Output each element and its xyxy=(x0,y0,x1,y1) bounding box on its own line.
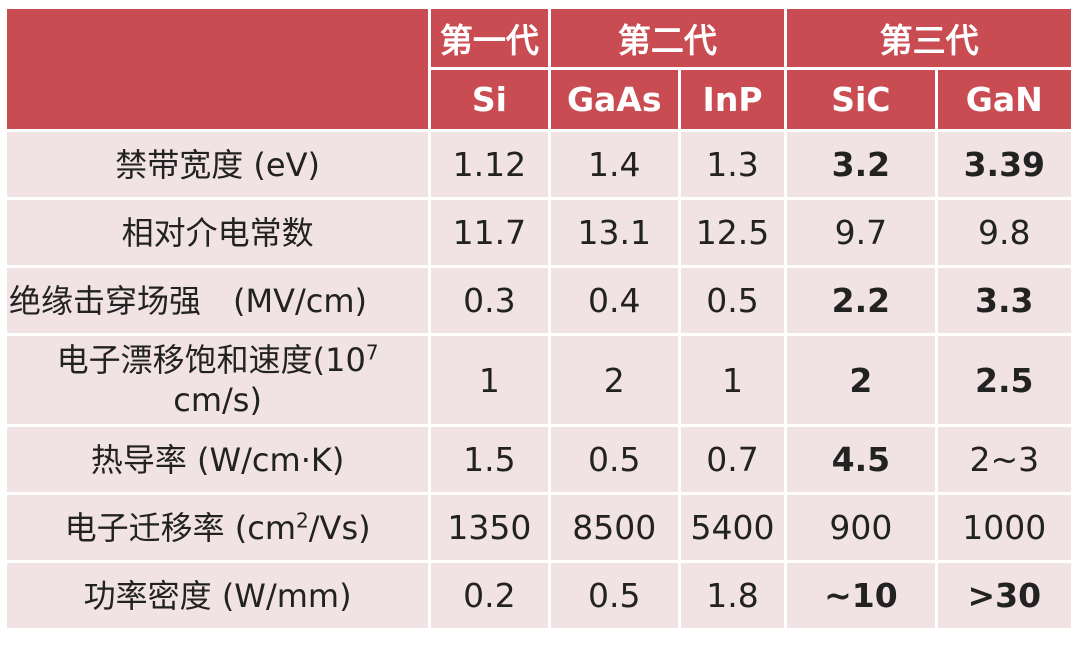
header-material-gan: GaN xyxy=(937,70,1071,129)
row-label: 电子迁移率 (cm2/Vs) xyxy=(7,495,429,560)
cell-value: 1000 xyxy=(937,495,1071,560)
cell-value: 1350 xyxy=(431,495,548,560)
row-label: 相对介电常数 xyxy=(7,200,429,265)
cell-value: 0.7 xyxy=(680,427,785,492)
cell-value: 12.5 xyxy=(680,200,785,265)
cell-value: 0.3 xyxy=(431,268,548,333)
row-label-superscript: 7 xyxy=(365,340,379,365)
cell-value: 0.5 xyxy=(680,268,785,333)
row-label-part: /Vs) xyxy=(308,508,371,547)
header-material-si: Si xyxy=(431,70,548,129)
cell-value: 2.5 xyxy=(937,336,1071,424)
header-gen-3: 第三代 xyxy=(787,9,1071,67)
row-label-part: 电子迁移率 (cm xyxy=(64,508,297,547)
table-row: 电子漂移饱和速度(107 cm/s) 1 2 1 2 2.5 xyxy=(7,336,1071,424)
cell-value: 900 xyxy=(787,495,935,560)
cell-value: 0.4 xyxy=(550,268,678,333)
semiconductor-comparison-table: 第一代 第二代 第三代 Si GaAs InP SiC GaN 禁带宽度 (eV… xyxy=(4,6,1074,631)
cell-value: 1.5 xyxy=(431,427,548,492)
cell-value: 11.7 xyxy=(431,200,548,265)
header-material-gaas: GaAs xyxy=(550,70,678,129)
cell-value: 13.1 xyxy=(550,200,678,265)
generation-header-row: 第一代 第二代 第三代 xyxy=(7,9,1071,129)
cell-value: 1.3 xyxy=(680,132,785,197)
cell-value: 2~3 xyxy=(937,427,1071,492)
row-label: 禁带宽度 (eV) xyxy=(7,132,429,197)
cell-value: 0.5 xyxy=(550,563,678,628)
cell-value: 3.2 xyxy=(787,132,935,197)
row-label: 功率密度 (W/mm) xyxy=(7,563,429,628)
row-label-part: cm/s) xyxy=(173,381,262,419)
material-header-row: Si GaAs InP SiC GaN xyxy=(7,70,1071,129)
table-row: 电子迁移率 (cm2/Vs) 1350 8500 5400 900 1000 xyxy=(7,495,1071,560)
row-label: 热导率 (W/cm·K) xyxy=(7,427,429,492)
cell-value: 1 xyxy=(680,336,785,424)
row-label: 电子漂移饱和速度(107 cm/s) xyxy=(7,336,429,424)
cell-value: >30 xyxy=(937,563,1071,628)
comparison-table-wrapper: 第一代 第二代 第三代 Si GaAs InP SiC GaN 禁带宽度 (eV… xyxy=(4,6,1074,631)
header-gen-2: 第二代 xyxy=(550,9,785,67)
cell-value: 5400 xyxy=(680,495,785,560)
cell-value: 9.7 xyxy=(787,200,935,265)
row-label: 绝缘击穿场强 (MV/cm) xyxy=(7,268,429,333)
table-row: 绝缘击穿场强 (MV/cm) 0.3 0.4 0.5 2.2 3.3 xyxy=(7,268,1071,333)
cell-value: 3.39 xyxy=(937,132,1071,197)
cell-value: 2 xyxy=(787,336,935,424)
table-row: 功率密度 (W/mm) 0.2 0.5 1.8 ~10 >30 xyxy=(7,563,1071,628)
cell-value: 1.4 xyxy=(550,132,678,197)
row-label-superscript: 2 xyxy=(296,507,309,532)
table-row: 相对介电常数 11.7 13.1 12.5 9.7 9.8 xyxy=(7,200,1071,265)
cell-value: ~10 xyxy=(787,563,935,628)
header-material-inp: InP xyxy=(680,70,785,129)
cell-value: 0.5 xyxy=(550,427,678,492)
cell-value: 1.8 xyxy=(680,563,785,628)
cell-value: 1 xyxy=(431,336,548,424)
header-gen-1: 第一代 xyxy=(431,9,548,67)
cell-value: 2 xyxy=(550,336,678,424)
cell-value: 3.3 xyxy=(937,268,1071,333)
row-label-part: 电子漂移饱和速度(10 xyxy=(56,341,366,379)
cell-value: 0.2 xyxy=(431,563,548,628)
header-corner-cell xyxy=(7,9,429,129)
cell-value: 1.12 xyxy=(431,132,548,197)
table-body: 禁带宽度 (eV) 1.12 1.4 1.3 3.2 3.39 相对介电常数 1… xyxy=(7,132,1071,628)
cell-value: 4.5 xyxy=(787,427,935,492)
table-row: 热导率 (W/cm·K) 1.5 0.5 0.7 4.5 2~3 xyxy=(7,427,1071,492)
cell-value: 2.2 xyxy=(787,268,935,333)
table-row: 禁带宽度 (eV) 1.12 1.4 1.3 3.2 3.39 xyxy=(7,132,1071,197)
cell-value: 9.8 xyxy=(937,200,1071,265)
header-material-sic: SiC xyxy=(787,70,935,129)
cell-value: 8500 xyxy=(550,495,678,560)
